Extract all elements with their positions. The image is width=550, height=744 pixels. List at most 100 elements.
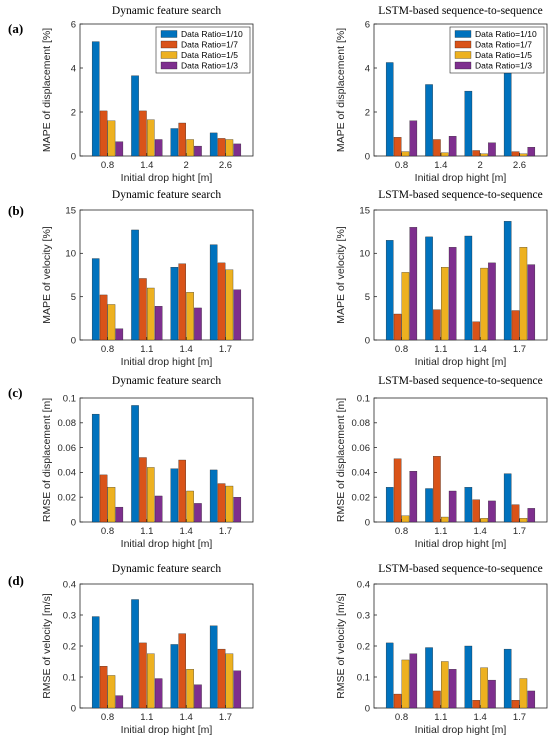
y-tick-label: 10 (65, 249, 76, 260)
bar (441, 516, 449, 523)
y-tick-label: 0.3 (357, 610, 370, 621)
bar (194, 145, 202, 157)
bar (91, 616, 100, 709)
bar (393, 313, 402, 341)
bar (464, 90, 473, 157)
bar (115, 695, 124, 709)
y-tick-label: 0.1 (63, 672, 76, 683)
y-tick-label: 4 (365, 63, 370, 74)
bar (107, 487, 116, 523)
bar (139, 278, 147, 341)
chart-title: Dynamic feature search (112, 189, 221, 201)
bar (178, 459, 186, 523)
bar (186, 292, 194, 341)
legend-entry: Data Ratio=1/3 (475, 61, 532, 71)
legend-swatch (160, 40, 178, 49)
bar (99, 294, 108, 341)
y-axis-label: RMSE of displacement [m] (41, 398, 53, 522)
x-axis-label: Initial drop hight [m] (415, 724, 507, 736)
bar (170, 267, 179, 341)
bar (511, 504, 520, 523)
bar (472, 700, 480, 709)
y-tick-label: 0.2 (357, 641, 370, 652)
x-tick-label: 0.8 (395, 712, 408, 723)
bar (441, 152, 449, 157)
x-axis-label: Initial drop hight [m] (121, 356, 213, 368)
y-axis-label: RMSE of velocity [m/s] (335, 593, 347, 699)
x-tick-label: 1.7 (513, 344, 526, 355)
chart-title: Dynamic feature search (112, 563, 221, 575)
bar (99, 666, 108, 709)
legend-entry: Data Ratio=1/10 (475, 29, 537, 39)
bar (393, 137, 402, 157)
x-axis-label: Initial drop hight [m] (121, 724, 213, 736)
bar (409, 227, 418, 341)
bar (425, 488, 433, 523)
y-tick-label: 0.06 (352, 443, 371, 454)
bar (480, 267, 488, 341)
chart-panel-3: Dynamic feature search 0 5 10 15 0.8 1.1 1.4 1.7… (41, 189, 254, 368)
bar (393, 458, 402, 523)
y-tick-label: 0.3 (63, 610, 76, 621)
chart-panel-7: Dynamic feature search 0 0.1 0.2 0.3 0.4 0.8 1.… (41, 563, 254, 736)
bar (401, 515, 410, 523)
bar (464, 235, 473, 341)
legend-swatch (454, 61, 472, 70)
bar (480, 667, 488, 709)
bar (147, 653, 155, 709)
bar (425, 236, 433, 341)
bar (209, 625, 218, 709)
y-tick-label: 4 (71, 63, 76, 74)
bar (441, 267, 449, 341)
x-tick-label: 1.4 (474, 526, 487, 537)
x-tick-label: 2 (184, 160, 189, 171)
bar (115, 328, 124, 341)
x-tick-label: 1.7 (513, 712, 526, 723)
y-tick-label: 0.06 (58, 443, 77, 454)
bar (91, 258, 100, 341)
x-tick-label: 2.6 (219, 160, 232, 171)
axes-frame (373, 209, 548, 341)
bar (91, 41, 100, 157)
x-tick-label: 1.4 (180, 712, 193, 723)
bar (401, 272, 410, 341)
x-tick-label: 0.8 (101, 712, 114, 723)
bar (131, 599, 139, 709)
bar (401, 659, 410, 709)
bar (217, 483, 226, 523)
bar (115, 141, 124, 157)
bar (209, 469, 218, 523)
legend-entry: Data Ratio=1/5 (475, 50, 532, 60)
bar (511, 310, 520, 341)
bar (527, 690, 536, 709)
x-tick-label: 1.4 (474, 712, 487, 723)
bar (519, 518, 528, 523)
x-tick-label: 0.8 (395, 344, 408, 355)
y-tick-label: 0 (71, 151, 76, 162)
bar (139, 642, 147, 709)
bar (107, 120, 116, 157)
chart-title: LSTM-based sequence-to-sequence (378, 563, 542, 575)
bar (425, 647, 433, 709)
bar (147, 287, 155, 341)
x-tick-label: 1.1 (434, 344, 447, 355)
bar (488, 679, 496, 709)
bar (154, 306, 163, 341)
chart-title: LSTM-based sequence-to-sequence (378, 375, 542, 387)
legend-swatch (160, 61, 178, 70)
bar (527, 147, 536, 157)
chart-panel-4: LSTM-based sequence-to-sequence 0 5 10 15 0.8… (335, 189, 548, 368)
bar (511, 700, 520, 709)
y-tick-label: 6 (71, 19, 76, 30)
y-tick-label: 10 (359, 249, 370, 260)
bar (393, 693, 402, 709)
y-axis-label: MAPE of displacement [%] (41, 28, 53, 152)
x-tick-label: 1.1 (140, 526, 153, 537)
bar (448, 136, 457, 157)
bar (448, 669, 457, 709)
y-tick-label: 0 (71, 335, 76, 346)
bar (385, 240, 394, 341)
row-label-a: (a) (8, 21, 23, 36)
y-tick-label: 0.08 (58, 418, 77, 429)
